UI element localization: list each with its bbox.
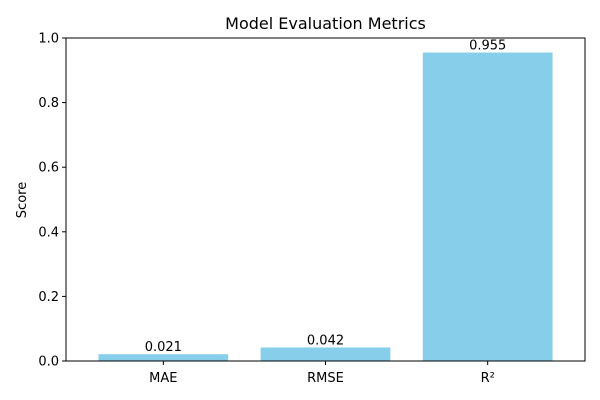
y-tick-label: 0.6 — [38, 161, 59, 176]
y-tick-label: 0.0 — [38, 355, 59, 370]
x-tick-label: RMSE — [307, 371, 344, 386]
y-tick-label: 0.2 — [38, 290, 59, 305]
y-tick-label: 1.0 — [38, 32, 59, 47]
bar — [98, 354, 229, 361]
y-tick-label: 0.4 — [38, 225, 59, 240]
bar — [422, 52, 553, 361]
plot-frame — [65, 37, 586, 362]
x-tick-label: R² — [481, 371, 495, 386]
bar — [260, 347, 391, 361]
y-axis-label: Score — [15, 182, 30, 218]
bars — [98, 52, 553, 361]
x-tick-label: MAE — [149, 371, 177, 386]
data-label: 0.955 — [469, 39, 506, 54]
data-label: 0.042 — [307, 333, 344, 348]
x-axis-ticks: MAE RMSE R² — [149, 361, 495, 386]
chart-title: Model Evaluation Metrics — [225, 14, 426, 33]
y-tick-label: 0.8 — [38, 96, 59, 111]
data-labels: 0.021 0.042 0.955 — [145, 39, 507, 356]
data-label: 0.021 — [145, 340, 182, 355]
y-axis-ticks: 0.0 0.2 0.4 0.6 0.8 1.0 — [38, 32, 66, 370]
